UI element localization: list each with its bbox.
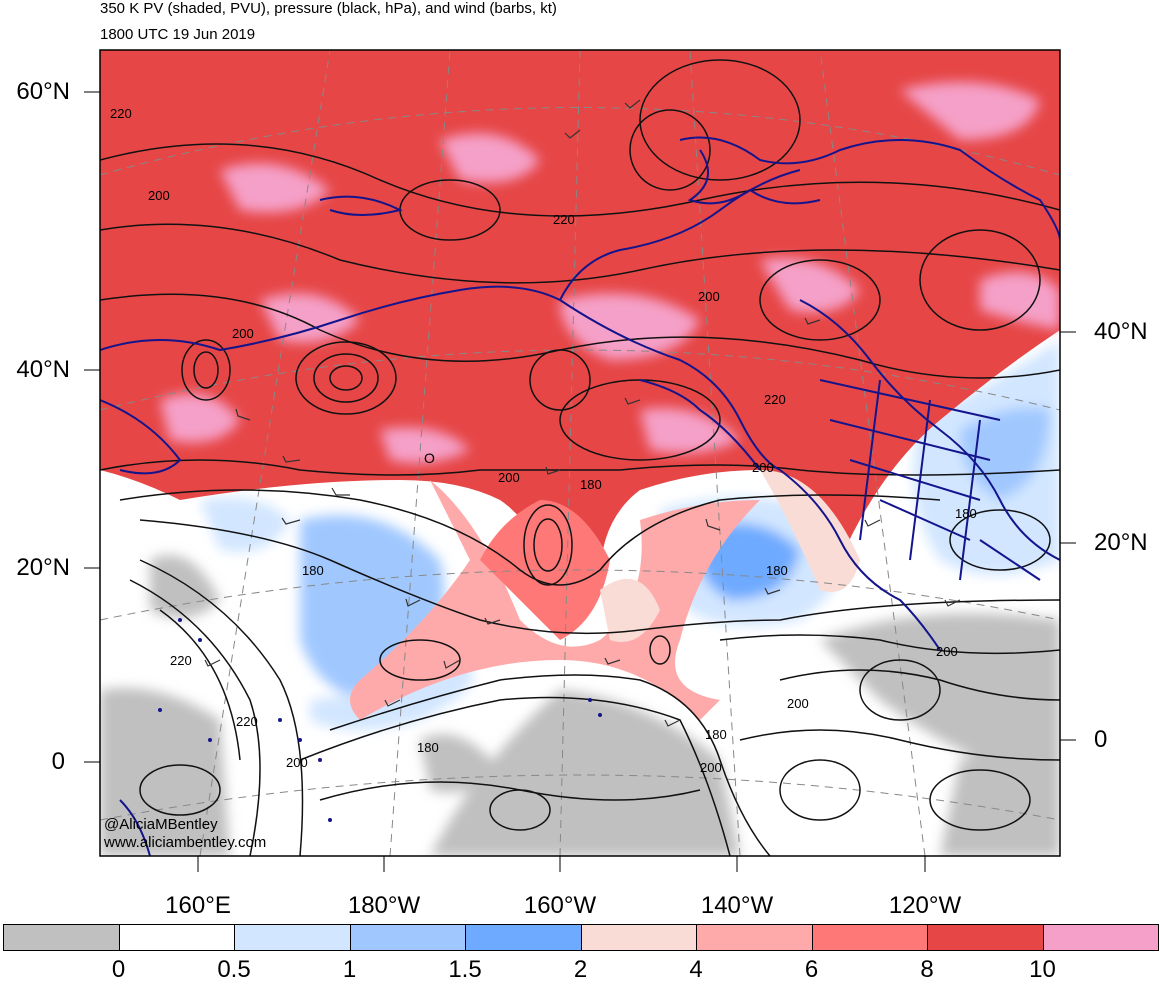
low-pressure-marker: O <box>424 450 435 466</box>
map-title: 350 K PV (shaded, PVU), pressure (black,… <box>100 0 557 17</box>
colorbar-label: 6 <box>804 956 819 983</box>
colorbar-swatch <box>465 924 582 951</box>
contour-label: 180 <box>705 727 727 742</box>
colorbar-swatch <box>118 924 235 951</box>
contour-label-group: 220 200 200 220 200 200 220 200 180 180 … <box>110 106 977 775</box>
contour-label: 200 <box>752 460 774 475</box>
colorbar-swatch <box>696 924 813 951</box>
contour-label: 220 <box>110 106 132 121</box>
valid-time: 1800 UTC 19 Jun 2019 <box>100 26 256 43</box>
lon-label-180w: 180°W <box>347 892 421 919</box>
contour-label: 220 <box>170 653 192 668</box>
lon-label-160e: 160°E <box>165 892 231 919</box>
colorbar-swatch <box>1042 924 1159 951</box>
lon-label-140w: 140°W <box>700 892 774 919</box>
contour-label: 200 <box>936 644 958 659</box>
contour-label: 180 <box>417 740 439 755</box>
colorbar-label: 8 <box>920 956 934 983</box>
contour-label: 220 <box>553 212 575 227</box>
colorbar-swatch <box>234 924 351 951</box>
island-dots <box>158 618 602 822</box>
lon-label-160w: 160°W <box>523 892 597 919</box>
contour-label: 180 <box>766 563 788 578</box>
contour-label: 200 <box>700 760 722 775</box>
axis-ticks <box>84 91 1076 872</box>
lat-label-20n-right: 20°N <box>1094 529 1148 556</box>
plot-frame <box>99 49 1061 857</box>
contour-label: 200 <box>698 289 720 304</box>
contour-label: 200 <box>498 470 520 485</box>
colorbar-label: 1.5 <box>448 956 482 983</box>
contour-label: 180 <box>302 563 324 578</box>
contour-label: 220 <box>236 714 258 729</box>
wind-barbs <box>204 99 961 727</box>
lat-label-60n: 60°N <box>16 78 70 105</box>
colorbar-label: 2 <box>573 956 588 983</box>
pv-pink-patches <box>160 82 1060 464</box>
colorbar-label: 4 <box>689 956 703 983</box>
contour-label: 180 <box>580 477 602 492</box>
colorbar-label: 10 <box>1029 956 1056 983</box>
contour-label: 180 <box>955 506 977 521</box>
colorbar-swatch <box>927 924 1044 951</box>
colorbar-swatch <box>580 924 697 951</box>
lat-label-40n: 40°N <box>16 356 70 383</box>
colorbar-swatch <box>349 924 466 951</box>
credit-website: www.aliciambentley.com <box>104 834 267 851</box>
lon-label-120w: 120°W <box>888 892 962 919</box>
colorbar-label: 0.5 <box>217 956 251 983</box>
colorbar-label: 0 <box>111 956 126 983</box>
pressure-contours <box>100 59 1060 856</box>
contour-label: 200 <box>148 188 170 203</box>
colorbar-label: 1 <box>342 956 357 983</box>
credit-handle: @AliciaMBentley <box>104 816 218 833</box>
lat-label-20n: 20°N <box>16 554 70 581</box>
lat-label-40n-right: 40°N <box>1094 318 1148 345</box>
contour-label: 200 <box>232 326 254 341</box>
contour-label: 220 <box>764 392 786 407</box>
coastlines <box>100 136 1060 856</box>
contour-label: 200 <box>286 755 308 770</box>
colorbar-swatch <box>3 924 120 951</box>
lat-label-0-right: 0 <box>1094 726 1108 753</box>
lat-label-0: 0 <box>51 748 65 775</box>
contour-label: 200 <box>787 696 809 711</box>
colorbar-swatch <box>811 924 928 951</box>
